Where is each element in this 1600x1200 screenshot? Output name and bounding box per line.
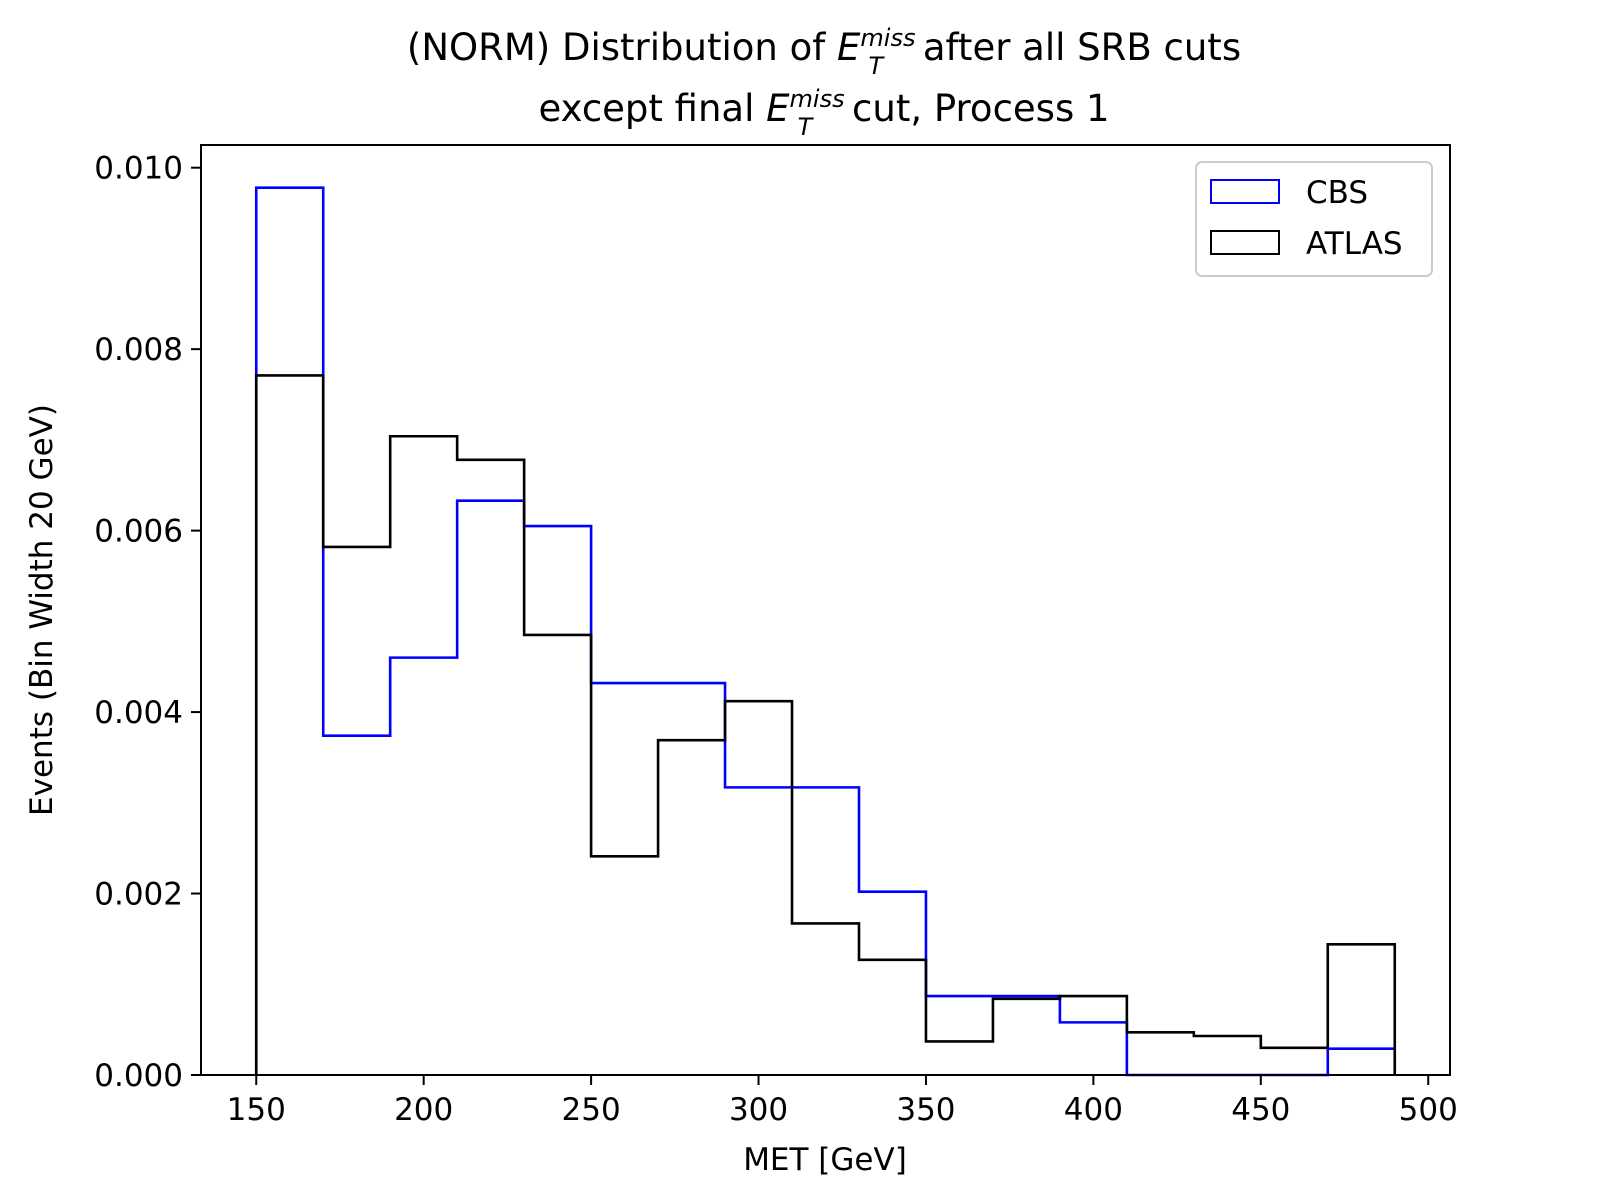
x-tick-label: 450 [1231,1092,1290,1128]
y-tick-label: 0.000 [94,1058,183,1094]
chart-title-line-1: (NORM) Distribution of Emiss T after all … [407,24,1241,80]
legend-swatch-cbs [1210,179,1280,204]
legend: CBS ATLAS [1195,161,1433,277]
y-tick-label: 0.006 [94,514,183,550]
legend-label-cbs: CBS [1306,175,1368,211]
y-tick-label: 0.008 [94,332,183,368]
y-tick-label: 0.002 [94,877,183,913]
x-axis-label: MET [GeV] [743,1142,907,1178]
y-tick-label: 0.010 [94,151,183,187]
legend-swatch-atlas [1210,230,1280,255]
x-tick-label: 400 [1064,1092,1123,1128]
y-axis-ticks: 0.000 0.002 0.004 0.006 0.008 0.010 [94,151,201,1094]
plot-frame [200,144,1451,1076]
x-tick-label: 200 [394,1092,453,1128]
x-tick-label: 500 [1399,1092,1458,1128]
y-tick-label: 0.004 [94,695,183,731]
legend-box [1195,161,1433,277]
y-axis-label: Events (Bin Width 20 GeV) [24,404,60,816]
x-axis-ticks: 150 200 250 300 350 400 450 500 [227,1075,1458,1128]
x-tick-label: 250 [562,1092,621,1128]
chart-title-line-2: except final Emiss T cut, Process 1 [538,85,1109,141]
x-tick-label: 150 [227,1092,286,1128]
x-tick-label: 300 [729,1092,788,1128]
x-tick-label: 350 [896,1092,955,1128]
series-atlas-step [254,374,1397,1075]
legend-label-atlas: ATLAS [1306,226,1403,262]
